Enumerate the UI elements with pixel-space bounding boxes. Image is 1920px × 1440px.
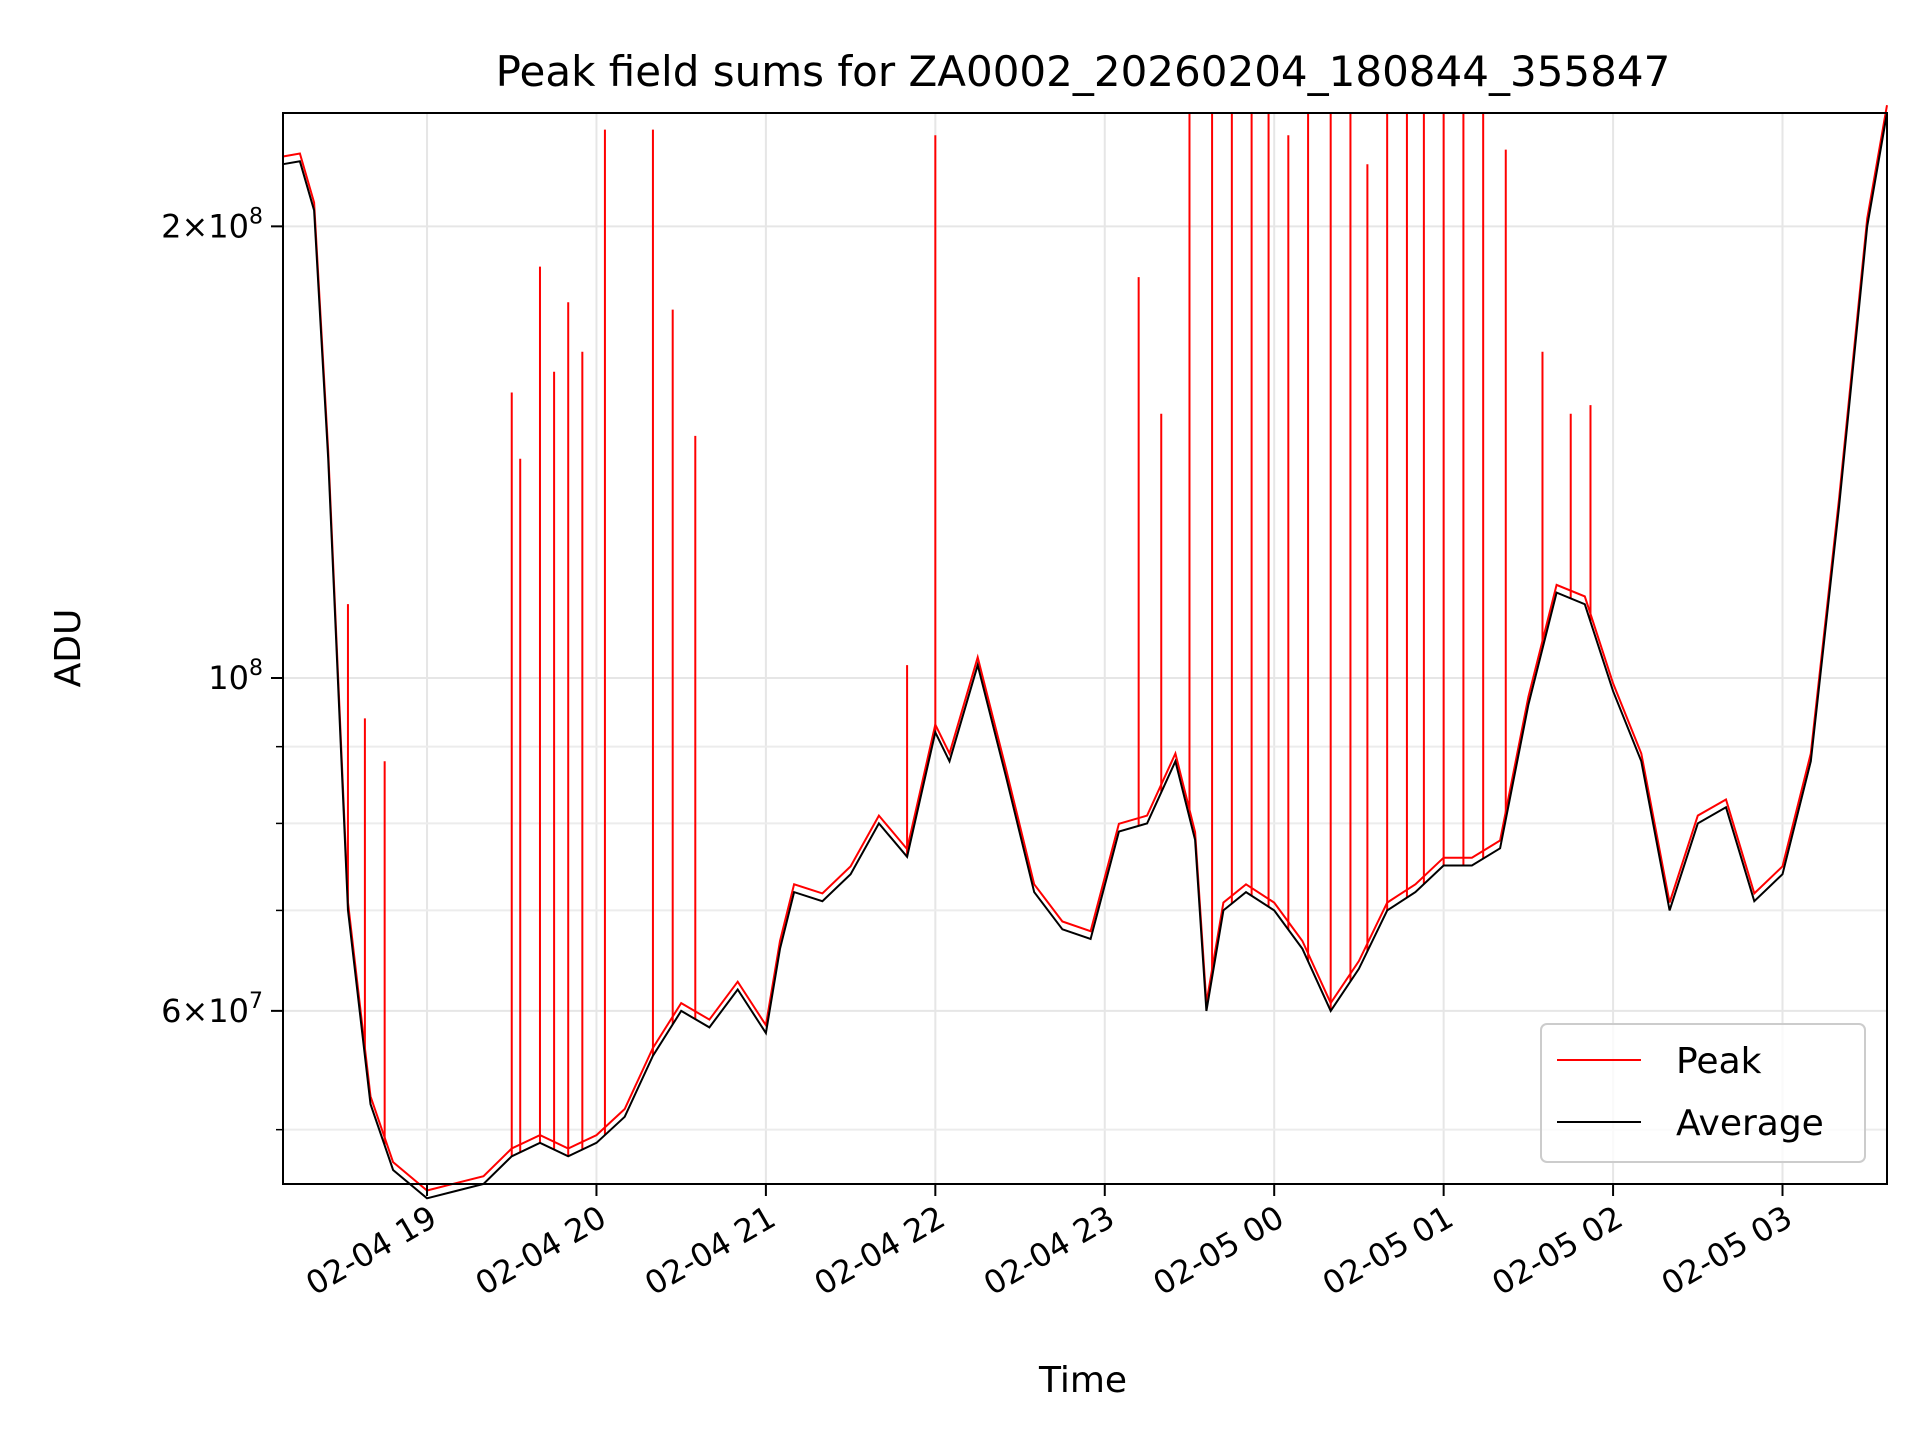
y-axis-label: ADU [48, 609, 89, 688]
y-tick-times: × [181, 207, 208, 245]
plot-frame [282, 112, 1888, 1185]
y-tick-label: 108 [208, 656, 263, 697]
peak-spikes [346, 113, 1592, 1157]
y-tick-mantissa: 6 [161, 992, 181, 1030]
series-layer [282, 105, 1888, 1200]
y-tick-exponent: 7 [249, 989, 263, 1014]
y-tick-base: 10 [208, 207, 249, 245]
legend-box [1540, 1023, 1866, 1163]
legend-peak-label: Peak [1676, 1041, 1762, 1082]
legend: Peak Average [1540, 1023, 1866, 1163]
chart-title: Peak field sums for ZA0002_20260204_1808… [496, 47, 1671, 96]
y-tick-exponent: 8 [249, 204, 263, 229]
y-tick-label: 2×108 [161, 204, 263, 245]
legend-average-label: Average [1676, 1103, 1824, 1144]
average-series-line [282, 112, 1888, 1200]
y-tick-exponent: 8 [249, 656, 263, 681]
y-tick-label: 6×107 [161, 989, 263, 1030]
y-tick-mantissa: 2 [161, 207, 181, 245]
y-tick-times: × [181, 992, 208, 1030]
x-axis-label: Time [1038, 1360, 1127, 1401]
y-tick-base: 10 [208, 659, 249, 697]
y-tick-base: 10 [208, 992, 249, 1030]
